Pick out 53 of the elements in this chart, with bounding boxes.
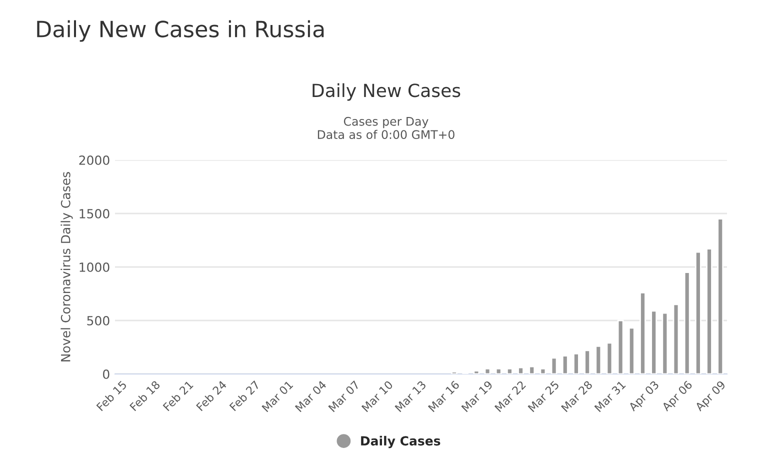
bar [706,248,712,374]
y-tick-label: 500 [87,316,110,326]
bar [451,371,458,374]
bar [562,355,568,374]
bar [595,345,602,374]
x-tick-label: Mar 01 [262,380,294,412]
y-tick-label: 1000 [80,262,110,272]
legend-label: Daily Cases [361,436,440,448]
bar [717,218,724,374]
y-tick-label: 2000 [79,155,110,165]
x-tick-label: Mar 13 [394,380,426,412]
x-tick-label: Feb 18 [129,380,160,412]
x-tick-label: Mar 10 [361,380,394,412]
bar [473,370,480,374]
x-tick-label: Feb 24 [196,380,228,412]
x-tick-label: Mar 19 [461,380,494,412]
y-tick-label: 1500 [80,208,110,218]
bar [540,368,546,374]
bar [694,251,702,374]
x-tick-label: Feb 15 [96,380,128,412]
bar [684,272,690,374]
x-tick-label: Apr 03 [628,380,661,414]
bar [518,366,524,374]
bar [584,350,590,374]
bar [528,366,536,374]
text: Daily New Cases in Russia [37,20,324,42]
y-axis-title: Novel Coronavirus Daily Cases [60,172,73,362]
bar [606,342,613,374]
x-tick-label: Mar 31 [594,380,626,412]
x-tick-label: Feb 27 [229,380,260,412]
bar [672,304,680,374]
bar [573,352,580,374]
bar [617,320,624,374]
bar [550,357,558,374]
x-tick-label: Mar 04 [294,380,327,412]
bar [662,312,668,374]
x-tick-label: Mar 28 [560,380,593,412]
bar [506,368,513,374]
x-tick-label: Mar 16 [428,380,460,412]
x-tick-label: Mar 25 [528,380,560,412]
x-tick-label: Feb 21 [162,380,194,412]
x-tick-label: Apr 09 [694,380,728,414]
bar [650,310,658,374]
y-tick-label: 0 [103,369,110,379]
bar [495,368,502,374]
x-tick-label: Mar 07 [328,380,360,412]
bar [640,292,646,374]
x-tick-label: Mar 22 [494,380,526,412]
chart-title: Daily New Cases [312,83,460,101]
x-tick-label: Apr 06 [661,380,694,414]
bar [628,327,635,374]
chart-subtitle: Cases per Day Data as of 0:00 GMT+0 [318,116,454,140]
bar [484,368,491,374]
